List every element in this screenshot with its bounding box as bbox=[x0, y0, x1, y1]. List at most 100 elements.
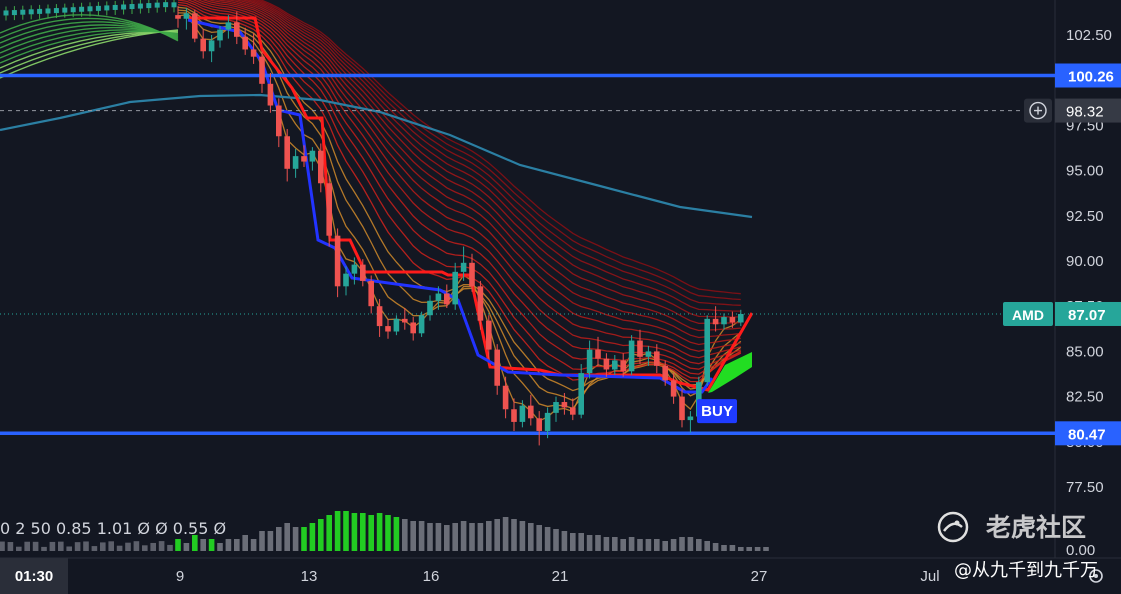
volume-bar bbox=[32, 541, 39, 551]
candle-body[interactable] bbox=[679, 396, 685, 421]
candle-body[interactable] bbox=[234, 22, 240, 37]
candle-body[interactable] bbox=[570, 407, 576, 415]
candle-body[interactable] bbox=[553, 402, 559, 413]
candle-body[interactable] bbox=[654, 351, 660, 366]
volume-bar bbox=[100, 542, 106, 551]
candle-body[interactable] bbox=[402, 318, 408, 323]
price-axis[interactable]: 102.5097.5095.0092.5090.0087.5085.0082.5… bbox=[1003, 27, 1121, 496]
candle-body[interactable] bbox=[385, 326, 391, 332]
candle-body[interactable] bbox=[494, 349, 500, 386]
level-price-badge[interactable] bbox=[1055, 421, 1121, 446]
volume-bar bbox=[360, 513, 366, 551]
candle-body[interactable] bbox=[250, 49, 257, 57]
candle-body[interactable] bbox=[721, 317, 727, 325]
candle-body[interactable] bbox=[326, 183, 332, 236]
candle-body bbox=[45, 8, 51, 14]
gear-icon[interactable] bbox=[1089, 569, 1103, 583]
price-tick-label: 85.00 bbox=[1066, 343, 1104, 360]
candle-body[interactable] bbox=[486, 320, 492, 350]
candle-body[interactable] bbox=[603, 358, 610, 370]
candle-body[interactable] bbox=[292, 156, 299, 169]
candle-body[interactable] bbox=[519, 405, 526, 422]
candle-body[interactable] bbox=[259, 56, 265, 84]
volume-bar bbox=[502, 517, 509, 551]
candle-body[interactable] bbox=[217, 29, 223, 41]
last-price-text: 87.07 bbox=[1068, 307, 1106, 324]
candle-body[interactable] bbox=[712, 318, 719, 325]
ribbon-line bbox=[215, 0, 741, 339]
time-axis[interactable]: 9 13 16 21 27 Jul 01:30 bbox=[0, 558, 1103, 594]
volume-bar bbox=[83, 541, 89, 551]
candle-body[interactable] bbox=[460, 262, 467, 272]
candle-body[interactable] bbox=[738, 313, 744, 323]
volume-bar bbox=[561, 531, 568, 551]
candle-body[interactable] bbox=[528, 405, 534, 419]
candle-body[interactable] bbox=[284, 136, 290, 169]
time-tick-label: 27 bbox=[751, 568, 768, 585]
buy-signal-badge[interactable] bbox=[697, 399, 737, 424]
candle-body[interactable] bbox=[242, 36, 248, 50]
candle-body[interactable] bbox=[662, 365, 668, 381]
level-price-badge[interactable] bbox=[1055, 63, 1121, 88]
candle-body[interactable] bbox=[620, 360, 626, 372]
price-tick-label: 92.50 bbox=[1066, 208, 1104, 225]
candle-body[interactable] bbox=[301, 156, 307, 162]
volume-legend: 0 2 50 0.85 1.01 Ø Ø 0.55 Ø bbox=[0, 519, 226, 538]
buy-signal-label: BUY bbox=[701, 403, 733, 420]
level-price-text: 100.26 bbox=[1068, 68, 1114, 85]
candle-body[interactable] bbox=[729, 317, 736, 323]
candle-body[interactable] bbox=[427, 300, 433, 316]
volume-bar bbox=[385, 515, 391, 551]
candle-body[interactable] bbox=[418, 315, 425, 334]
candle-body[interactable] bbox=[267, 83, 274, 106]
candle-body[interactable] bbox=[544, 412, 551, 431]
price-tick-label: 102.50 bbox=[1066, 27, 1112, 44]
ribbon-line bbox=[177, 1, 742, 379]
candle-body[interactable] bbox=[343, 273, 349, 287]
candle-body[interactable] bbox=[208, 40, 215, 52]
candle-body[interactable] bbox=[637, 340, 643, 357]
candle-body[interactable] bbox=[444, 293, 450, 305]
candle-body[interactable] bbox=[309, 150, 316, 162]
candle-body[interactable] bbox=[595, 349, 601, 359]
candle-body[interactable] bbox=[612, 360, 618, 370]
volume-bar bbox=[612, 537, 618, 551]
candle-body[interactable] bbox=[561, 402, 568, 408]
candle-body[interactable] bbox=[192, 13, 198, 39]
candle-body[interactable] bbox=[334, 235, 341, 287]
candle-body[interactable] bbox=[360, 264, 366, 281]
ribbon-line bbox=[240, 0, 741, 318]
candle-body[interactable] bbox=[477, 286, 484, 321]
volume-scale-label: 0.00 bbox=[1066, 542, 1095, 559]
candle-body[interactable] bbox=[410, 322, 416, 334]
candle-body[interactable] bbox=[225, 22, 232, 30]
candle-body[interactable] bbox=[502, 385, 509, 410]
volume-bar bbox=[595, 535, 601, 551]
candle-body[interactable] bbox=[175, 15, 181, 19]
candle-body bbox=[112, 4, 118, 10]
candle-body[interactable] bbox=[704, 318, 710, 383]
candle-body[interactable] bbox=[452, 271, 458, 305]
candle-body[interactable] bbox=[351, 264, 358, 274]
volume-bar bbox=[0, 541, 5, 551]
candle-body[interactable] bbox=[670, 380, 677, 397]
candle-body[interactable] bbox=[276, 105, 282, 137]
candle-body[interactable] bbox=[376, 306, 383, 327]
candle-body[interactable] bbox=[687, 416, 694, 421]
candle-body[interactable] bbox=[469, 262, 475, 287]
candle-body[interactable] bbox=[368, 280, 374, 307]
candle-body[interactable] bbox=[511, 409, 517, 422]
volume-bar bbox=[687, 537, 694, 551]
volume-bar bbox=[318, 519, 324, 551]
candle-body[interactable] bbox=[318, 150, 324, 184]
candle-body[interactable] bbox=[536, 418, 542, 431]
candle-body[interactable] bbox=[183, 13, 190, 19]
candle-body[interactable] bbox=[435, 293, 442, 301]
candle-body[interactable] bbox=[628, 340, 635, 372]
candle-body[interactable] bbox=[578, 373, 584, 415]
candle-body[interactable] bbox=[645, 351, 652, 357]
candle-body[interactable] bbox=[586, 349, 593, 374]
candle-body[interactable] bbox=[393, 318, 400, 332]
candle-body[interactable] bbox=[200, 38, 206, 52]
